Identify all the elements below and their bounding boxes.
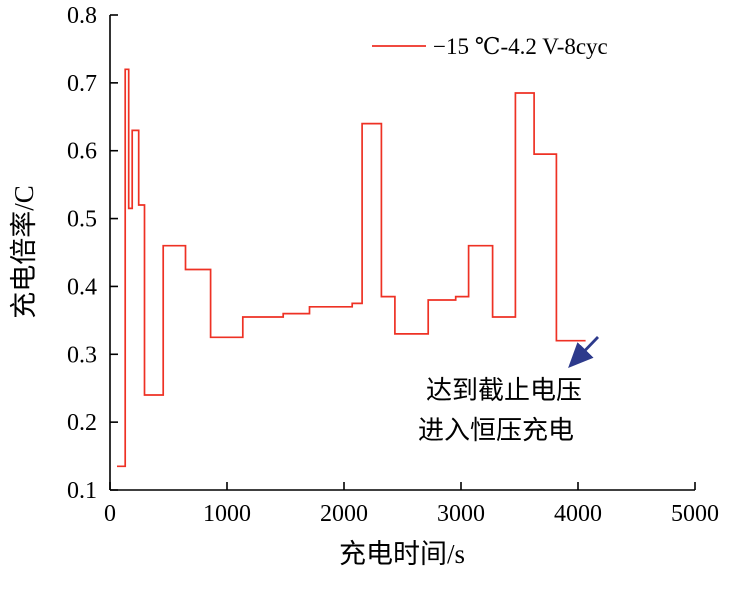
annotation: 达到截止电压 进入恒压充电 (418, 336, 600, 445)
annotation-line2: 进入恒压充电 (418, 416, 574, 445)
x-tick-label: 0 (104, 501, 116, 527)
x-tick-label: 3000 (437, 501, 485, 527)
x-tick-label: 2000 (320, 501, 368, 527)
annotation-arrow (568, 336, 600, 369)
x-axis-label: 充电时间/s (339, 539, 465, 569)
x-tick-label: 5000 (671, 501, 719, 527)
y-tick-label: 0.1 (67, 478, 97, 504)
x-tick-label: 1000 (203, 501, 251, 527)
series-line (117, 68, 586, 468)
y-tick-label: 0.2 (67, 410, 97, 436)
y-tick-label: 0.3 (67, 342, 97, 368)
y-tick-label: 0.6 (67, 139, 97, 165)
legend-label: −15 ℃-4.2 V-8cyc (433, 34, 608, 59)
y-axis-label: 充电倍率/C (9, 185, 39, 319)
legend: −15 ℃-4.2 V-8cyc (372, 34, 608, 59)
plot-area: 0 1000 2000 3000 4000 5000 0.1 0.2 0.3 0.4 0.5 0.6 0… (67, 3, 719, 527)
y-tick-label: 0.5 (67, 207, 97, 233)
x-tick-label: 4000 (554, 501, 602, 527)
y-tick-label: 0.7 (67, 71, 97, 97)
annotation-line1: 达到截止电压 (426, 376, 582, 405)
y-tick-label: 0.8 (67, 3, 97, 29)
y-tick-label: 0.4 (67, 274, 97, 300)
